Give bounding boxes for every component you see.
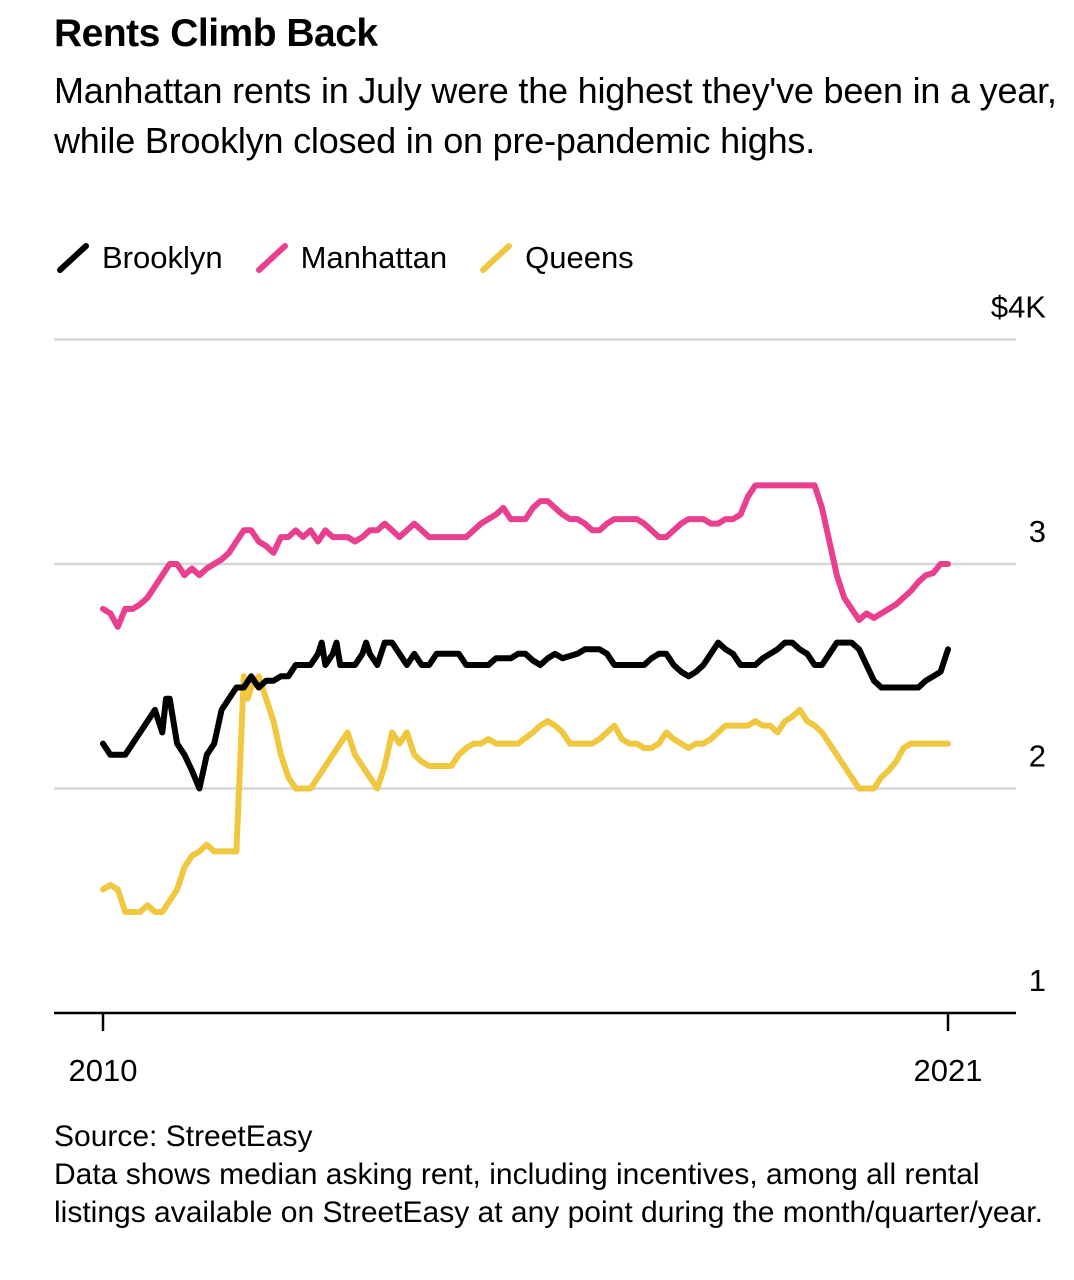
- chart-subtitle: Manhattan rents in July were the highest…: [54, 70, 1057, 161]
- x-tick-label-1: 2021: [914, 1053, 983, 1088]
- chart-legend: Brooklyn Manhattan Queens: [54, 236, 664, 280]
- legend-label-manhattan: Manhattan: [300, 240, 448, 275]
- series-line-queens: [100, 673, 951, 915]
- line-chart: $4K 3 2 1 2010 2021: [54, 290, 1046, 1088]
- legend-label-brooklyn: Brooklyn: [102, 240, 223, 275]
- legend-swatch-queens: [480, 243, 513, 273]
- note-text: Data shows median asking rent, including…: [54, 1158, 1043, 1229]
- y-tick-label-1: 3: [1029, 514, 1046, 549]
- legend-item-manhattan: Manhattan: [253, 238, 448, 278]
- y-tick-label-0: $4K: [991, 290, 1046, 325]
- legend-item-brooklyn: Brooklyn: [54, 238, 223, 278]
- legend-label-queens: Queens: [525, 240, 634, 275]
- series-line-brooklyn: [100, 639, 951, 792]
- chart-title: Rents Climb Back: [54, 12, 378, 55]
- legend-item-queens: Queens: [477, 238, 634, 278]
- legend-swatch-manhattan: [255, 243, 288, 273]
- series-line-manhattan: [100, 482, 951, 630]
- y-tick-label-3: 1: [1029, 963, 1046, 998]
- chart-footer: Source: StreetEasy Data shows median ask…: [54, 1118, 1054, 1232]
- legend-swatch-brooklyn: [57, 243, 89, 273]
- x-tick-label-0: 2010: [69, 1053, 138, 1088]
- source-text: Source: StreetEasy: [54, 1120, 313, 1153]
- y-tick-label-2: 2: [1029, 739, 1046, 774]
